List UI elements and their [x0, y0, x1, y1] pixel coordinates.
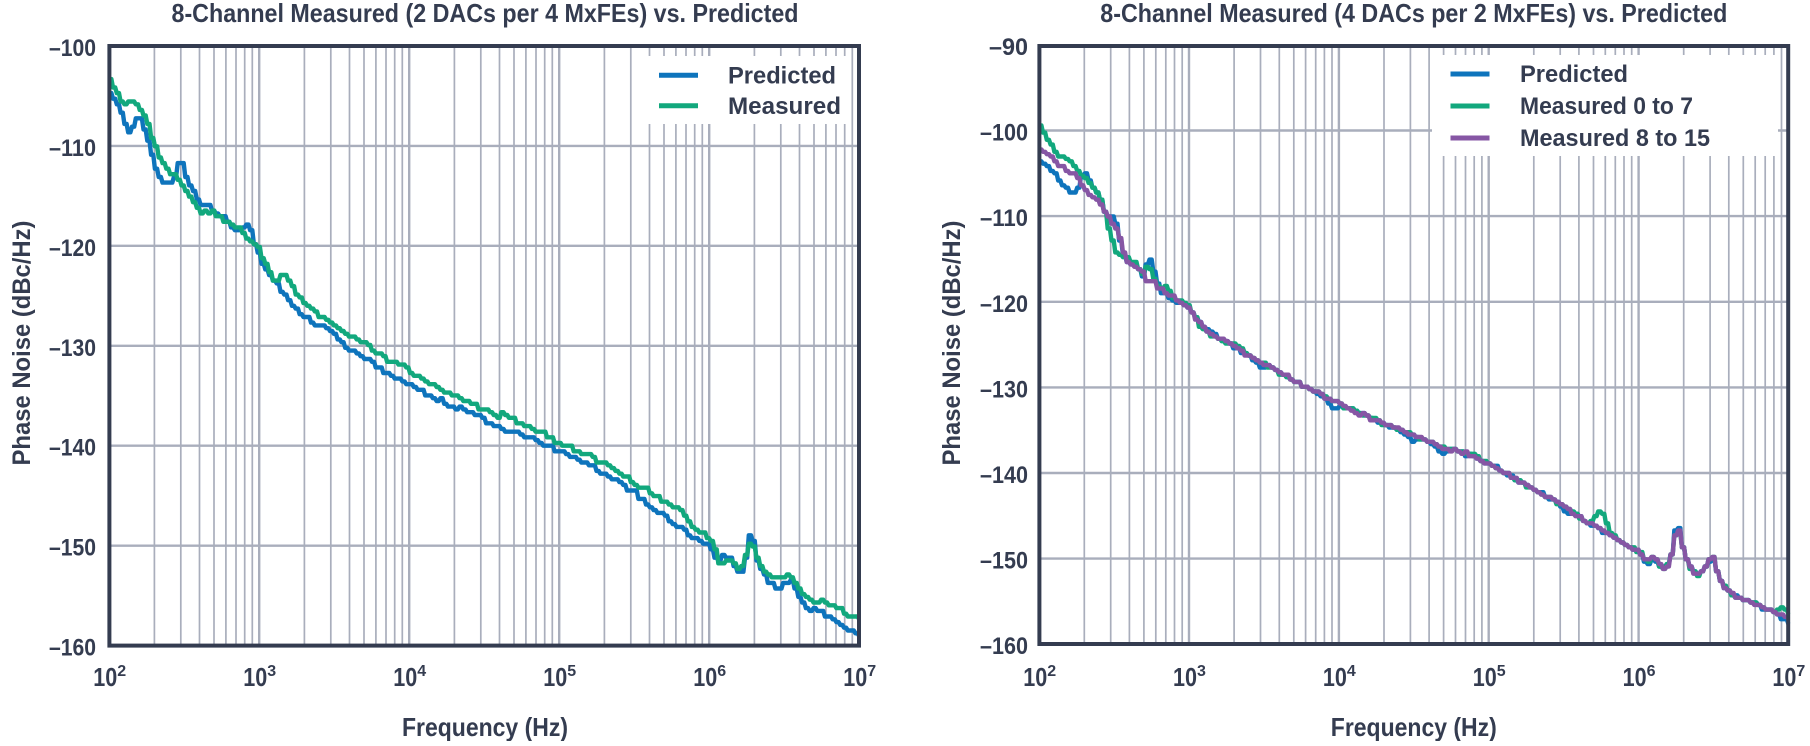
svg-text:–160: –160 [980, 633, 1028, 660]
svg-text:–120: –120 [49, 235, 96, 262]
svg-text:–90: –90 [989, 34, 1028, 61]
svg-text:–100: –100 [980, 120, 1028, 147]
svg-text:–130: –130 [49, 335, 96, 362]
svg-text:107: 107 [1772, 662, 1805, 692]
svg-text:105: 105 [1473, 662, 1506, 692]
svg-text:Predicted: Predicted [1520, 61, 1628, 88]
svg-text:Frequency (Hz): Frequency (Hz) [1331, 712, 1497, 741]
svg-text:8-Channel Measured (4 DACs per: 8-Channel Measured (4 DACs per 2 MxFEs) … [1100, 0, 1727, 28]
svg-text:104: 104 [393, 662, 426, 692]
svg-text:102: 102 [93, 662, 126, 692]
svg-text:–130: –130 [980, 376, 1028, 403]
svg-text:106: 106 [693, 662, 726, 692]
svg-text:Measured 0 to 7: Measured 0 to 7 [1520, 93, 1693, 120]
svg-text:–140: –140 [980, 462, 1028, 489]
svg-text:Measured: Measured [728, 93, 841, 120]
svg-text:–150: –150 [980, 548, 1028, 575]
svg-text:104: 104 [1323, 662, 1356, 692]
svg-text:–140: –140 [49, 435, 96, 462]
svg-text:Phase Noise (dBc/Hz): Phase Noise (dBc/Hz) [8, 221, 36, 466]
svg-text:Measured 8 to 15: Measured 8 to 15 [1520, 125, 1710, 152]
svg-text:–100: –100 [49, 35, 96, 62]
svg-text:102: 102 [1023, 662, 1056, 692]
svg-text:–120: –120 [980, 291, 1028, 318]
svg-text:Phase Noise (dBc/Hz): Phase Noise (dBc/Hz) [938, 221, 966, 466]
svg-text:106: 106 [1623, 662, 1656, 692]
svg-text:–110: –110 [980, 205, 1028, 232]
svg-text:–160: –160 [49, 635, 96, 662]
svg-text:–150: –150 [49, 535, 96, 562]
svg-text:Frequency (Hz): Frequency (Hz) [402, 712, 568, 741]
svg-text:Predicted: Predicted [728, 63, 836, 90]
svg-text:8-Channel Measured (2 DACs per: 8-Channel Measured (2 DACs per 4 MxFEs) … [172, 0, 799, 28]
svg-text:107: 107 [843, 662, 876, 692]
svg-text:105: 105 [543, 662, 576, 692]
svg-text:103: 103 [243, 662, 276, 692]
svg-text:103: 103 [1173, 662, 1206, 692]
svg-text:–110: –110 [49, 135, 96, 162]
